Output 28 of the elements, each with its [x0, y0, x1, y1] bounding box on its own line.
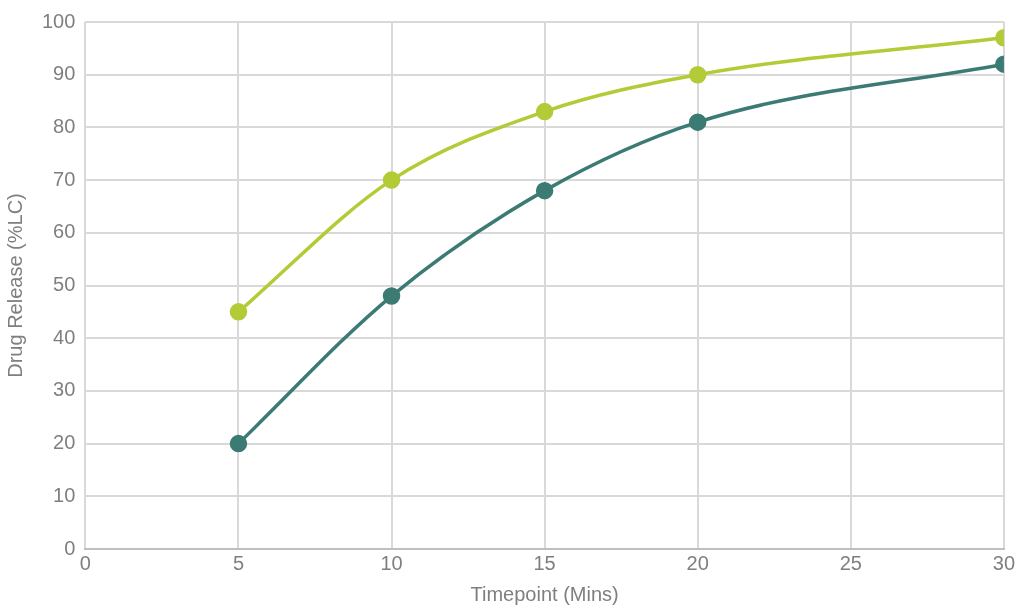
x-tick-label: 30 [992, 551, 1015, 574]
y-tick-label: 70 [53, 167, 76, 190]
x-tick-label: 20 [686, 551, 709, 574]
point [382, 287, 401, 305]
x-tick-label: 15 [533, 551, 556, 574]
x-tick-label: 25 [839, 551, 862, 574]
x-tick-label: 10 [380, 551, 403, 574]
y-tick-label: 50 [53, 273, 76, 296]
y-tick-label: 80 [53, 114, 76, 137]
y-tick-label: 10 [53, 483, 76, 506]
y-tick-label: 90 [53, 62, 76, 85]
y-tick-label: 60 [53, 220, 76, 243]
point [229, 434, 248, 453]
y-tick-label: 100 [41, 9, 76, 32]
point [535, 102, 554, 121]
point [535, 181, 554, 200]
point [688, 65, 707, 84]
point [229, 303, 248, 321]
y-axis-title: Drug Release (%LC) [3, 193, 26, 378]
y-tick-label: 40 [53, 325, 76, 348]
point [382, 171, 401, 189]
x-axis-title: Timepoint (Mins) [470, 582, 619, 605]
x-tick-label: 5 [232, 551, 245, 574]
x-tick-label: 0 [79, 551, 91, 574]
point [688, 113, 707, 131]
y-tick-label: 0 [64, 536, 76, 559]
y-tick-label: 20 [53, 431, 76, 454]
y-tick-label: 30 [53, 378, 76, 401]
